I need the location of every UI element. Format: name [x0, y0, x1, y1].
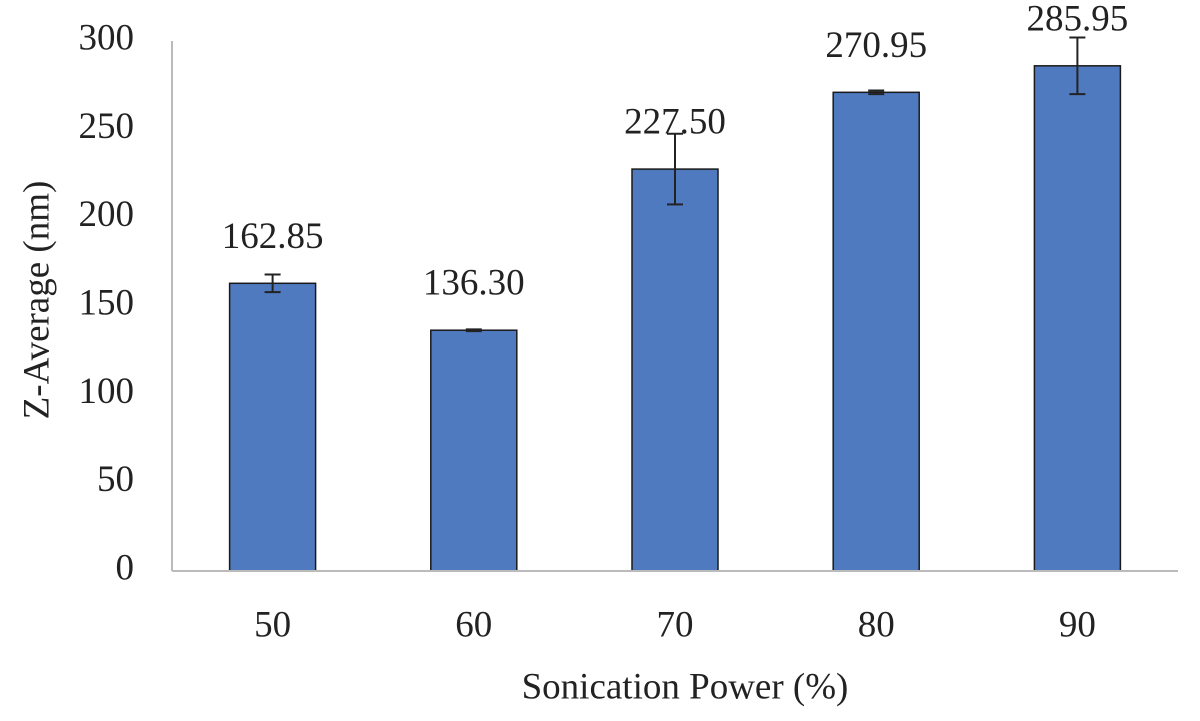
x-tick-label: 50: [254, 604, 291, 645]
data-label: 227.50: [624, 102, 726, 143]
bar: [228, 282, 317, 572]
bar: [631, 168, 719, 572]
error-bar: [1069, 36, 1086, 96]
data-label: 285.95: [1027, 0, 1129, 39]
data-label: 162.85: [222, 216, 324, 257]
y-tick-label: 250: [79, 106, 135, 147]
y-axis-title: Z-Average (nm): [16, 181, 57, 420]
error-bar: [868, 89, 885, 96]
bar: [1033, 65, 1122, 572]
y-tick-label: 50: [97, 459, 134, 500]
x-tick-label: 60: [455, 604, 492, 645]
error-bar: [667, 132, 683, 206]
x-tick-label: 80: [858, 604, 895, 645]
x-tick-label: 70: [657, 604, 694, 645]
error-bar: [264, 273, 281, 294]
y-tick-label: 0: [116, 547, 135, 588]
error-bar: [465, 328, 482, 333]
y-tick-label: 200: [79, 194, 135, 235]
bar: [430, 329, 518, 572]
y-tick-label: 150: [79, 282, 135, 323]
x-tick-label: 90: [1059, 604, 1096, 645]
x-axis-title: Sonication Power (%): [522, 666, 849, 707]
bar: [832, 91, 920, 572]
data-label: 136.30: [423, 263, 525, 304]
y-tick-label: 300: [79, 17, 135, 58]
data-label: 270.95: [825, 25, 927, 66]
y-tick-label: 100: [79, 371, 135, 412]
